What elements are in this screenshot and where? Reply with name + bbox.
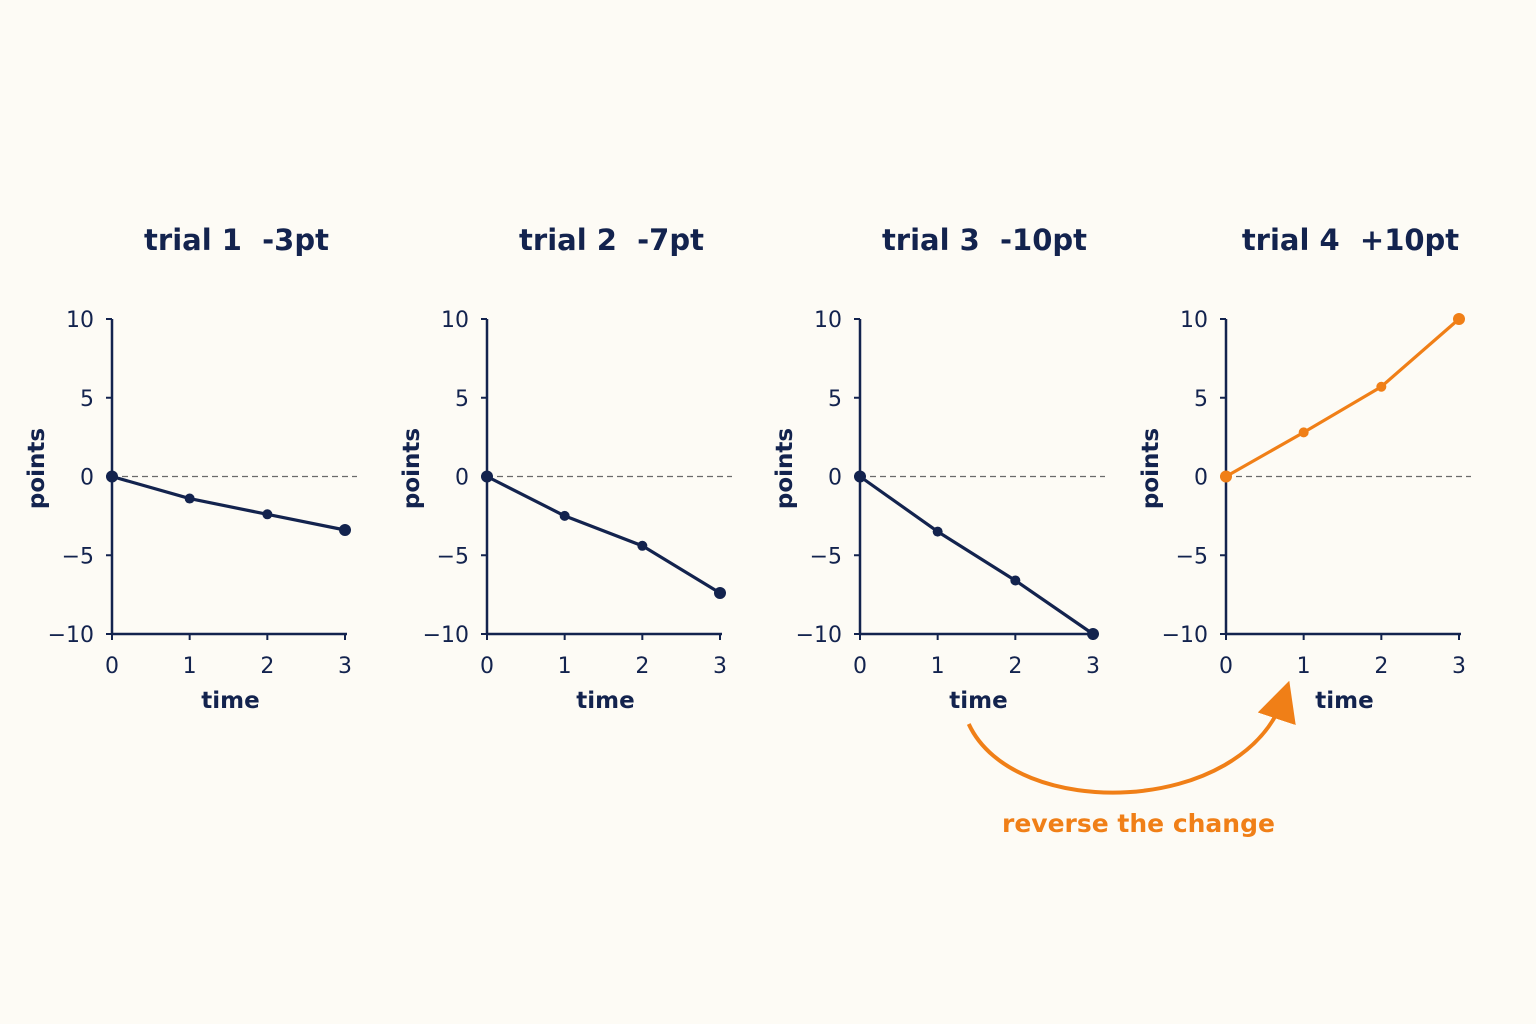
series-line-trial-1 <box>111 474 346 532</box>
series-line-trial-2 <box>486 475 721 595</box>
x-tick-label-trial-4: 2 <box>1374 654 1388 679</box>
x-tick-label-trial-1: 3 <box>338 654 352 679</box>
y-tick-label-trial-3: 5 <box>828 387 842 412</box>
y-tick-label-trial-1: −10 <box>48 623 94 648</box>
y-tick-label-trial-1: 5 <box>80 387 94 412</box>
data-point-trial-4-t1 <box>1298 427 1309 438</box>
data-point-trial-4-t0 <box>1220 470 1232 483</box>
chart-title-trial-4: trial 4 +10pt <box>1242 223 1459 257</box>
x-tick-label-trial-2: 1 <box>558 654 572 679</box>
x-axis-label-trial-1: time <box>201 688 259 714</box>
data-point-trial-2-t1 <box>559 510 570 521</box>
y-tick-label-trial-2: 0 <box>455 466 469 491</box>
y-tick-label-trial-4: 5 <box>1194 387 1208 412</box>
y-tick-label-trial-1: 10 <box>66 308 94 333</box>
data-point-trial-3-t3 <box>1087 628 1099 640</box>
y-tick-label-trial-4: −5 <box>1176 544 1208 569</box>
data-point-trial-1-t0 <box>106 470 118 483</box>
x-tick-label-trial-4: 1 <box>1297 654 1311 679</box>
data-point-trial-1-t3 <box>339 524 351 537</box>
x-tick-label-trial-2: 3 <box>713 654 727 679</box>
x-axis-label-trial-2: time <box>576 688 634 714</box>
chart-title-trial-2: trial 2 -7pt <box>519 223 704 257</box>
x-tick-label-trial-4: 3 <box>1452 654 1466 679</box>
x-tick-label-trial-1: 1 <box>183 654 197 679</box>
x-tick-label-trial-3: 0 <box>853 654 867 679</box>
x-tick-label-trial-3: 3 <box>1086 654 1100 679</box>
series-line-trial-4 <box>1225 317 1461 478</box>
data-point-trial-2-t3 <box>714 587 726 600</box>
x-tick-label-trial-1: 2 <box>260 654 274 679</box>
data-point-trial-1-t1 <box>184 493 195 504</box>
chart-trial-3: trial 3 -10pt 10 5 0 −5 −10 0 1 2 3 time points <box>772 223 1105 714</box>
y-tick-label-trial-2: 5 <box>455 387 469 412</box>
y-tick-label-trial-2: −10 <box>423 623 469 648</box>
y-tick-label-trial-3: 0 <box>828 466 842 491</box>
y-tick-label-trial-4: −10 <box>1162 623 1208 648</box>
annotation-group: reverse the change <box>966 680 1296 838</box>
x-axis-label-trial-3: time <box>949 688 1007 714</box>
data-point-trial-3-t1 <box>932 526 943 537</box>
y-axis-label-trial-1: points <box>24 428 50 509</box>
chart-trial-2: trial 2 -7pt 10 5 0 −5 −10 0 1 2 3 time points <box>399 223 732 714</box>
data-point-trial-2-t2 <box>637 540 648 551</box>
annotation-label: reverse the change <box>1002 809 1275 838</box>
reverse-arrow <box>966 680 1296 795</box>
series-line-trial-3 <box>859 475 1094 636</box>
x-tick-label-trial-3: 2 <box>1008 654 1022 679</box>
x-tick-label-trial-3: 1 <box>931 654 945 679</box>
chart-trial-4: trial 4 +10pt 10 5 0 −5 −10 0 1 2 3 time points <box>1138 223 1471 714</box>
data-point-trial-4-t2 <box>1376 381 1387 392</box>
y-tick-label-trial-4: 10 <box>1180 308 1208 333</box>
data-point-trial-3-t2 <box>1010 575 1021 586</box>
data-point-trial-2-t0 <box>481 470 493 483</box>
y-axis-label-trial-2: points <box>399 428 425 509</box>
x-tick-label-trial-1: 0 <box>105 654 119 679</box>
chart-trial-1: trial 1 -3pt 10 5 0 −5 −10 0 1 2 3 time points <box>24 223 357 714</box>
y-axis-label-trial-4: points <box>1138 428 1164 509</box>
y-tick-label-trial-2: 10 <box>441 308 469 333</box>
y-tick-label-trial-2: −5 <box>437 544 469 569</box>
chart-title-trial-1: trial 1 -3pt <box>144 223 329 257</box>
data-point-trial-3-t0 <box>854 470 866 483</box>
x-tick-label-trial-4: 0 <box>1219 654 1233 679</box>
y-axis-label-trial-3: points <box>772 428 798 509</box>
x-tick-label-trial-2: 0 <box>480 654 494 679</box>
x-tick-label-trial-2: 2 <box>635 654 649 679</box>
y-tick-label-trial-3: 10 <box>814 308 842 333</box>
chart-title-trial-3: trial 3 -10pt <box>882 223 1087 257</box>
data-point-trial-4-t3 <box>1453 313 1465 325</box>
y-tick-label-trial-3: −10 <box>796 623 842 648</box>
y-tick-label-trial-1: 0 <box>80 466 94 491</box>
y-tick-label-trial-3: −5 <box>810 544 842 569</box>
x-axis-label-trial-4: time <box>1315 688 1373 714</box>
data-point-trial-1-t2 <box>262 509 273 520</box>
y-tick-label-trial-4: 0 <box>1194 466 1208 491</box>
y-tick-label-trial-1: −5 <box>62 544 94 569</box>
